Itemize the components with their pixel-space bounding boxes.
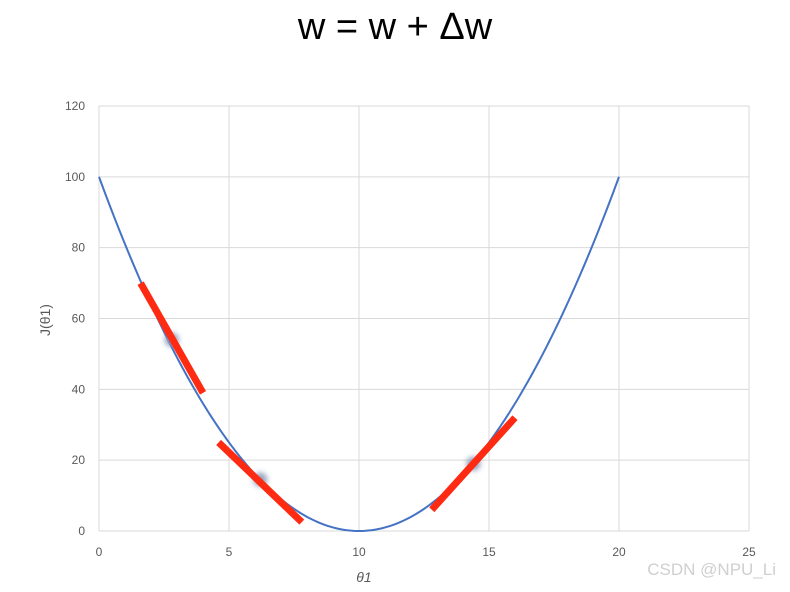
x-tick-label: 5 — [226, 545, 233, 559]
tick-labels: 0 20 40 60 80 100 120 0 5 10 15 20 25 — [65, 99, 756, 559]
curve-line — [98, 176, 620, 533]
tangent-line — [137, 281, 207, 395]
curve-series — [98, 176, 620, 533]
x-tick-label: 20 — [612, 545, 626, 559]
y-tick-label: 120 — [65, 99, 85, 113]
x-tick-label: 25 — [742, 545, 756, 559]
page-title: w = w + Δw — [297, 6, 493, 48]
y-tick-label: 20 — [72, 453, 86, 467]
points — [164, 332, 481, 487]
x-tick-label: 0 — [96, 545, 103, 559]
y-tick-label: 100 — [65, 170, 85, 184]
y-tick-label: 0 — [78, 524, 85, 538]
y-tick-label: 80 — [72, 241, 86, 255]
y-tick-label: 60 — [72, 312, 86, 326]
tangent-line — [429, 415, 518, 513]
x-axis-label: θ1 — [356, 569, 371, 585]
y-axis-label: J(θ1) — [37, 304, 53, 336]
x-tick-label: 15 — [482, 545, 496, 559]
tangent-lines — [137, 281, 518, 525]
grid — [98, 105, 750, 532]
tangent-line — [216, 439, 305, 525]
x-tick-label: 10 — [352, 545, 366, 559]
watermark: CSDN @NPU_Li — [647, 560, 776, 579]
y-tick-label: 40 — [72, 382, 86, 396]
